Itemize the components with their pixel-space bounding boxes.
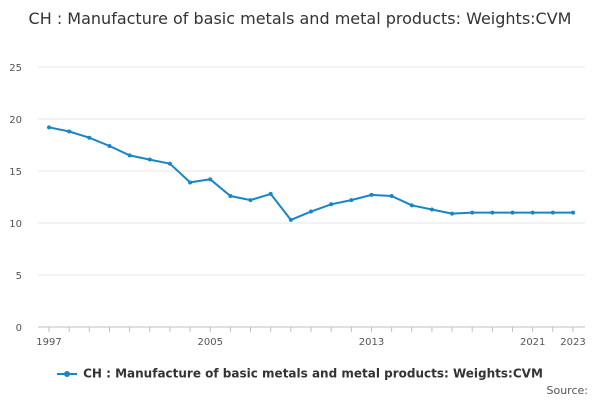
legend: CH : Manufacture of basic metals and met… <box>0 366 600 381</box>
y-tick-label: 0 <box>16 323 22 334</box>
data-point <box>530 210 535 215</box>
data-point <box>228 193 233 198</box>
data-point <box>127 153 132 158</box>
data-point <box>409 203 414 208</box>
y-tick-label: 15 <box>9 167 22 178</box>
x-tick-label: 2013 <box>359 337 384 348</box>
data-point <box>188 180 193 185</box>
x-axis: 1997 2005 2013 2021 2023 <box>36 327 586 348</box>
data-point <box>369 192 374 197</box>
chart-title: CH : Manufacture of basic metals and met… <box>28 9 572 28</box>
x-tick-label: 2023 <box>560 337 585 348</box>
data-point <box>470 210 475 215</box>
data-point <box>429 207 434 212</box>
legend-label: CH : Manufacture of basic metals and met… <box>83 366 543 381</box>
data-point <box>67 129 72 134</box>
data-point <box>349 198 354 203</box>
series-line <box>48 126 573 221</box>
x-tick-label: 2021 <box>520 337 545 348</box>
data-point <box>147 157 152 162</box>
y-axis: 0 5 10 15 20 25 <box>9 63 22 334</box>
legend-swatch <box>57 369 78 379</box>
y-tick-label: 20 <box>9 115 22 126</box>
y-tick-label: 5 <box>16 271 22 282</box>
data-point <box>288 217 293 222</box>
y-tick-label: 25 <box>9 63 22 74</box>
data-point <box>208 177 213 182</box>
data-point <box>248 198 253 203</box>
data-point <box>87 135 92 140</box>
data-point <box>571 210 575 215</box>
data-point <box>107 144 112 149</box>
data-point <box>510 210 515 215</box>
data-point <box>167 161 172 166</box>
source-label: Source: <box>546 384 589 397</box>
data-point <box>268 191 273 196</box>
data-point <box>309 209 313 214</box>
data-point <box>47 125 51 130</box>
data-point <box>329 202 334 207</box>
data-point <box>490 210 495 215</box>
data-point <box>450 211 455 216</box>
gridlines <box>38 66 585 328</box>
y-tick-label: 10 <box>9 219 22 230</box>
x-tick-label: 2005 <box>198 337 223 348</box>
x-tick-label: 1997 <box>36 337 61 348</box>
series-layer <box>47 125 575 222</box>
data-point <box>389 193 394 198</box>
data-point <box>550 210 555 215</box>
